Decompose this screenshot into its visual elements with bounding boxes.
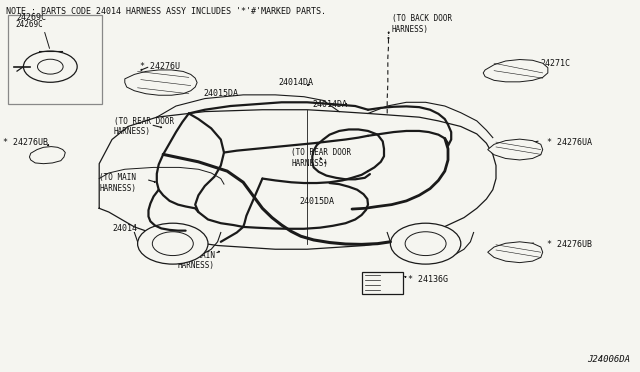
Text: J24006DA: J24006DA [588,355,630,364]
Polygon shape [125,70,197,95]
Text: 24015DA: 24015DA [300,197,335,206]
Text: (TO MAIN
HARNESS): (TO MAIN HARNESS) [99,173,136,193]
Text: (TO BACK DOOR
HARNESS): (TO BACK DOOR HARNESS) [392,15,452,34]
Text: 24271C: 24271C [541,60,571,68]
Text: NOTE : PARTS CODE 24014 HARNESS ASSY INCLUDES '*'#'MARKED PARTS.: NOTE : PARTS CODE 24014 HARNESS ASSY INC… [6,7,326,16]
Text: 24015DA: 24015DA [204,89,239,98]
Text: 24014DA: 24014DA [278,78,314,87]
Text: 24269C: 24269C [16,13,46,22]
Polygon shape [488,139,543,160]
Circle shape [24,51,77,82]
Bar [8,15,102,104]
Circle shape [138,223,208,264]
Text: 24014DA: 24014DA [312,100,348,109]
Polygon shape [29,147,65,164]
Text: (TO REAR DOOR
HARNESS): (TO REAR DOOR HARNESS) [291,148,351,168]
Bar [362,272,403,294]
Text: 24269C: 24269C [15,20,43,29]
Text: * 24276U: * 24276U [140,62,179,71]
Text: * 24276UB: * 24276UB [3,138,48,147]
Polygon shape [488,242,543,263]
Circle shape [405,232,446,256]
Text: (TO REAR DOOR
HARNESS): (TO REAR DOOR HARNESS) [114,117,174,136]
Text: * 24276UB: * 24276UB [547,240,592,249]
Circle shape [390,223,461,264]
Text: * 24136G: * 24136G [408,275,448,284]
Text: * 24276UA: * 24276UA [547,138,592,147]
Polygon shape [483,60,548,82]
Text: 24014: 24014 [112,224,137,233]
Text: (TO MAIN
HARNESS): (TO MAIN HARNESS) [178,251,215,270]
Circle shape [152,232,193,256]
Circle shape [38,59,63,74]
